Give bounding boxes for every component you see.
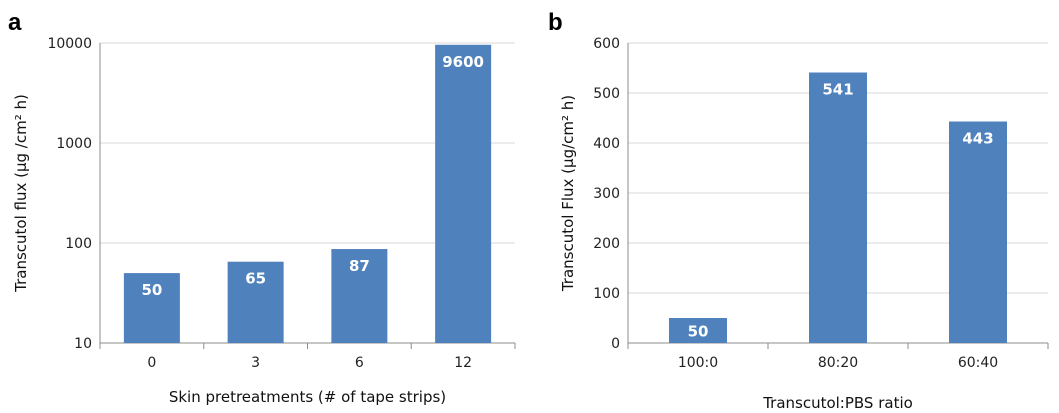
y-tick-label: 10000 — [47, 36, 92, 52]
y-tick-label: 10 — [74, 336, 92, 352]
bar — [331, 249, 388, 343]
y-axis-title: Transcutol flux (µg /cm² h) — [12, 94, 30, 293]
bar — [949, 121, 1007, 343]
y-tick-label: 200 — [593, 236, 620, 252]
y-tick-label: 100 — [593, 286, 620, 302]
bar — [227, 261, 284, 343]
bar-data-label: 443 — [962, 130, 993, 148]
bar-data-label: 541 — [822, 81, 853, 99]
y-tick-label: 600 — [593, 36, 620, 52]
bar — [669, 318, 727, 343]
y-axis-title: Transcutol Flux (µg/cm² h) — [559, 95, 577, 292]
y-tick-label: 0 — [611, 336, 620, 352]
y-tick-label: 500 — [593, 86, 620, 102]
x-tick-label: 12 — [454, 355, 472, 371]
panel-letter: b — [548, 9, 563, 36]
x-tick-label: 80:20 — [818, 355, 858, 371]
bar — [123, 273, 180, 343]
y-tick-label: 1000 — [56, 136, 92, 152]
x-tick-label: 6 — [355, 355, 364, 371]
chart-panel-b: b 0 100 200 300 400 500 600 50 100:0 541 80:20 443 60… — [548, 9, 1049, 412]
x-tick-label: 3 — [251, 355, 260, 371]
x-axis-title: Transcutol:PBS ratio — [762, 394, 913, 412]
bar-data-label: 9600 — [442, 53, 484, 71]
bar-data-label: 65 — [245, 270, 266, 288]
x-tick-label: 100:0 — [678, 355, 718, 371]
x-tick-label: 60:40 — [958, 355, 998, 371]
x-tick-label: 0 — [147, 355, 156, 371]
bar-data-label: 50 — [688, 323, 709, 341]
bar — [809, 72, 867, 343]
bar — [435, 44, 492, 343]
bar-data-label: 87 — [349, 257, 370, 275]
panel-letter: a — [8, 9, 22, 36]
chart-panel-a: a 10 100 1000 10000 50 0 65 3 87 6 9600 12 Transcutol… — [8, 9, 516, 406]
y-tick-label: 300 — [593, 186, 620, 202]
y-tick-label: 100 — [65, 236, 92, 252]
y-tick-label: 400 — [593, 136, 620, 152]
bar-data-label: 50 — [141, 281, 162, 299]
x-axis-title: Skin pretreatments (# of tape strips) — [169, 388, 446, 406]
